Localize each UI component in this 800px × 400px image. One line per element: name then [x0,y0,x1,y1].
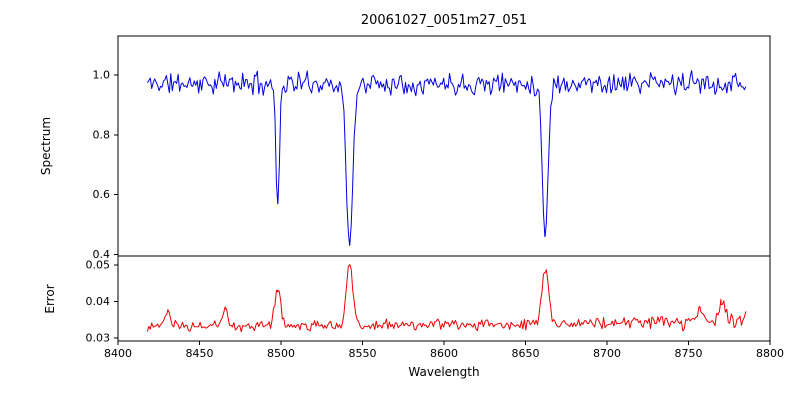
error-line [146,264,747,333]
error-axes-box [117,255,771,342]
y-tick-label: 0.4 [93,248,111,261]
spectrum-line [146,70,747,246]
spectrum-axes-box [117,35,771,257]
chart-title: 20061027_0051m27_051 [360,13,528,28]
x-tick-label: 8450 [186,347,214,360]
y-tick-label: 0.05 [86,259,111,272]
spectrum-y-axis-label: Spectrum [39,116,53,176]
y-tick-label: 0.8 [93,128,111,141]
x-tick-label: 8750 [675,347,703,360]
x-axis-label: Wavelength [408,365,480,379]
error-y-axis-ticks: 0.03 0.04 0.05 [86,259,118,345]
x-tick-label: 8650 [512,347,540,360]
y-tick-label: 1.0 [93,68,111,81]
x-tick-label: 8700 [593,347,621,360]
x-axis-ticks: 8400 8450 8500 8550 8600 8650 8700 8750 8800 [104,341,784,360]
y-tick-label: 0.04 [86,295,111,308]
error-y-axis-label: Error [43,284,57,314]
x-tick-label: 8600 [430,347,458,360]
x-tick-label: 8550 [349,347,377,360]
spectrum-y-axis-ticks: 0.4 0.6 0.8 1.0 [93,68,118,261]
x-tick-label: 8500 [267,347,295,360]
y-tick-label: 0.03 [86,332,111,345]
x-tick-label: 8400 [104,347,132,360]
x-tick-label: 8800 [756,347,784,360]
y-tick-label: 0.6 [93,188,111,201]
